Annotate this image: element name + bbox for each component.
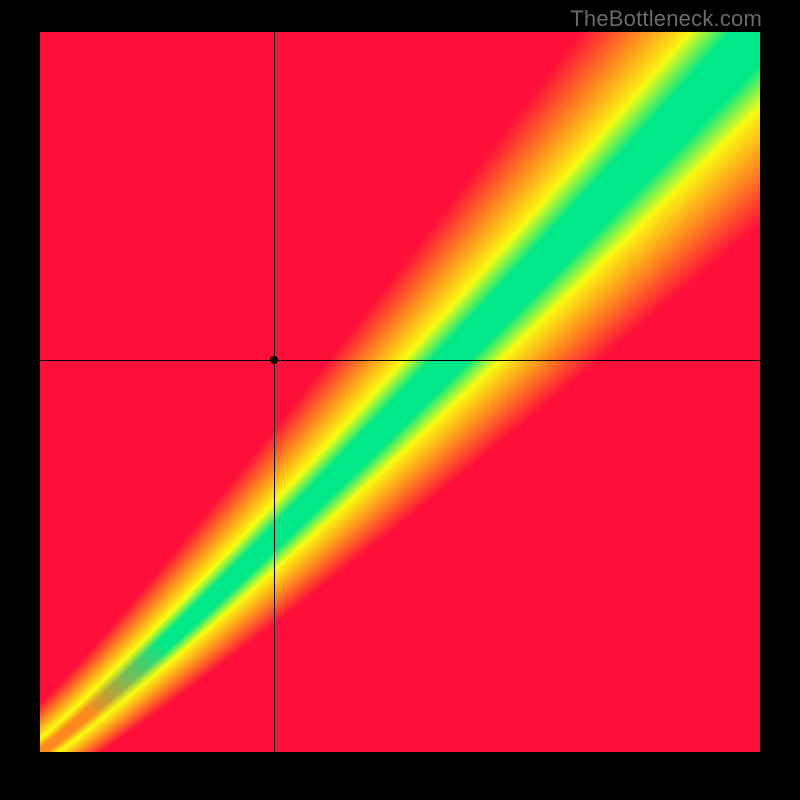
crosshair-horizontal bbox=[40, 360, 760, 361]
heatmap-canvas bbox=[40, 32, 760, 752]
heatmap-plot bbox=[40, 32, 760, 752]
crosshair-vertical bbox=[274, 32, 275, 752]
crosshair-marker-dot bbox=[270, 356, 278, 364]
watermark-text: TheBottleneck.com bbox=[570, 6, 762, 32]
